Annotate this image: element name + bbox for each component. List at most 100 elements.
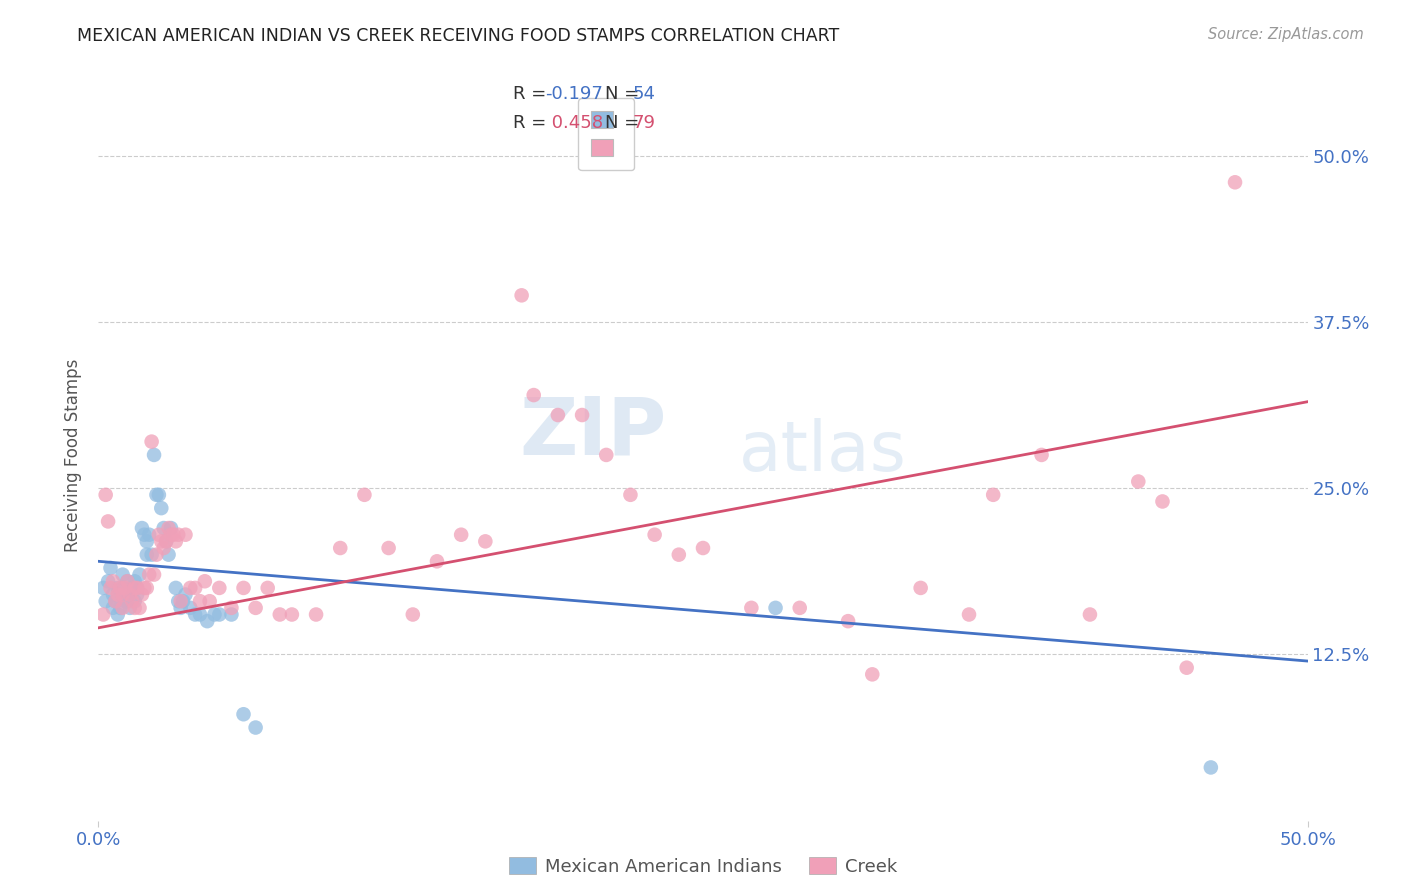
Point	[124, 581, 146, 595]
Point	[91, 581, 114, 595]
Point	[118, 588, 141, 602]
Point	[128, 600, 150, 615]
Text: Source: ZipAtlas.com: Source: ZipAtlas.com	[1208, 27, 1364, 42]
Point	[143, 567, 166, 582]
Point	[1223, 175, 1246, 189]
Point	[124, 594, 146, 608]
Point	[114, 588, 136, 602]
Point	[135, 581, 157, 595]
Legend: Mexican American Indians, Creek: Mexican American Indians, Creek	[499, 848, 907, 885]
Point	[148, 488, 170, 502]
Point	[165, 534, 187, 549]
Point	[162, 527, 184, 541]
Point	[619, 488, 641, 502]
Point	[111, 588, 134, 602]
Point	[111, 581, 134, 595]
Point	[232, 707, 254, 722]
Point	[145, 548, 167, 562]
Point	[101, 574, 124, 589]
Point	[510, 288, 533, 302]
Point	[377, 541, 399, 555]
Point	[169, 600, 191, 615]
Point	[1128, 475, 1150, 489]
Point	[100, 561, 122, 575]
Point	[141, 548, 163, 562]
Point	[194, 574, 217, 589]
Point	[1078, 607, 1101, 622]
Point	[184, 581, 207, 595]
Y-axis label: Receiving Food Stamps: Receiving Food Stamps	[65, 359, 83, 551]
Point	[256, 581, 278, 595]
Point	[145, 488, 167, 502]
Point	[174, 588, 197, 602]
Point	[595, 448, 617, 462]
Point	[138, 527, 160, 541]
Point	[188, 607, 211, 622]
Text: 0.458: 0.458	[546, 114, 603, 132]
Point	[198, 594, 221, 608]
Point	[837, 614, 859, 628]
Text: atlas: atlas	[740, 417, 907, 484]
Point	[353, 488, 375, 502]
Point	[117, 574, 139, 589]
Point	[208, 581, 231, 595]
Point	[668, 548, 690, 562]
Point	[135, 548, 157, 562]
Point	[155, 534, 177, 549]
Point	[269, 607, 291, 622]
Point	[135, 534, 157, 549]
Point	[128, 567, 150, 582]
Point	[131, 588, 153, 602]
Point	[121, 581, 143, 595]
Point	[101, 588, 124, 602]
Point	[1031, 448, 1053, 462]
Point	[644, 527, 666, 541]
Point	[188, 594, 211, 608]
Point	[97, 574, 120, 589]
Point	[108, 581, 131, 595]
Point	[426, 554, 449, 568]
Point	[127, 588, 149, 602]
Point	[138, 567, 160, 582]
Point	[104, 594, 127, 608]
Point	[157, 548, 180, 562]
Point	[148, 527, 170, 541]
Point	[221, 600, 243, 615]
Point	[150, 534, 173, 549]
Text: MEXICAN AMERICAN INDIAN VS CREEK RECEIVING FOOD STAMPS CORRELATION CHART: MEXICAN AMERICAN INDIAN VS CREEK RECEIVI…	[77, 27, 839, 45]
Point	[107, 581, 129, 595]
Point	[124, 574, 146, 589]
Point	[184, 607, 207, 622]
Point	[107, 588, 129, 602]
Text: N =: N =	[605, 114, 644, 132]
Point	[692, 541, 714, 555]
Point	[195, 614, 218, 628]
Point	[114, 581, 136, 595]
Point	[107, 607, 129, 622]
Point	[152, 521, 174, 535]
Point	[281, 607, 304, 622]
Point	[94, 488, 117, 502]
Point	[114, 594, 136, 608]
Text: N =: N =	[605, 85, 644, 103]
Point	[245, 721, 267, 735]
Point	[141, 434, 163, 449]
Point	[134, 527, 156, 541]
Point	[172, 594, 194, 608]
Point	[167, 594, 190, 608]
Point	[97, 515, 120, 529]
Point	[571, 408, 593, 422]
Point	[740, 600, 762, 615]
Point	[860, 667, 883, 681]
Point	[121, 594, 143, 608]
Point	[111, 600, 134, 615]
Point	[131, 521, 153, 535]
Point	[179, 581, 201, 595]
Point	[94, 594, 117, 608]
Point	[329, 541, 352, 555]
Point	[108, 600, 131, 615]
Point	[765, 600, 787, 615]
Point	[245, 600, 267, 615]
Point	[160, 521, 183, 535]
Point	[402, 607, 425, 622]
